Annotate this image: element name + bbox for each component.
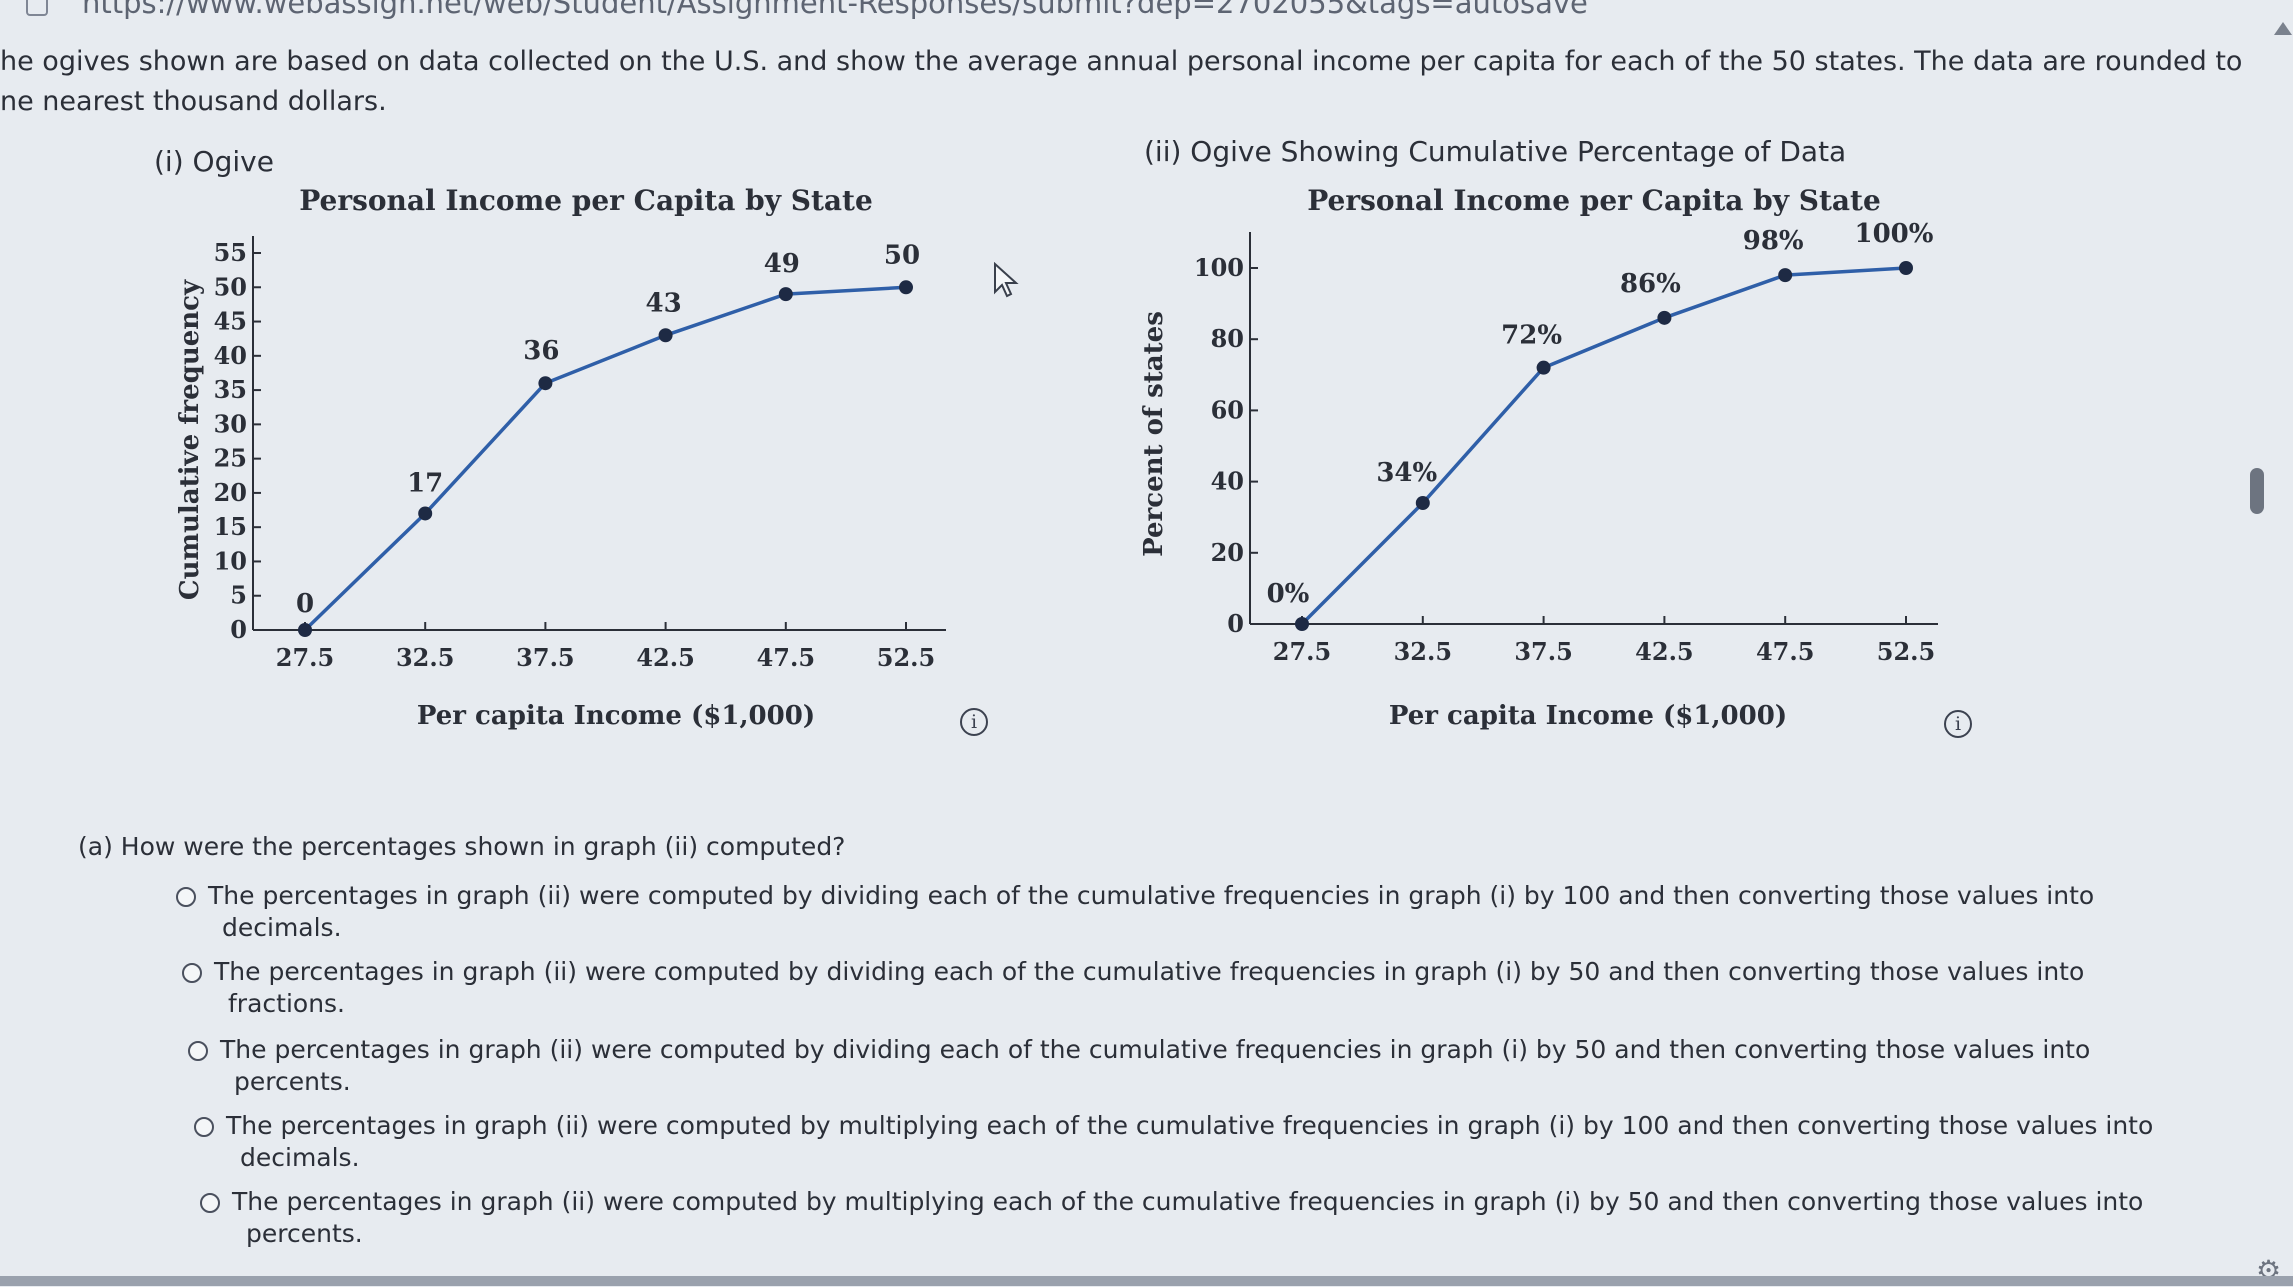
y-tick-label: 40 (214, 341, 247, 370)
graph-i-label: (i) Ogive (154, 145, 274, 178)
data-label: 49 (764, 249, 800, 279)
x-tick-label: 47.5 (757, 643, 815, 672)
x-tick-label: 27.5 (1273, 637, 1331, 666)
option-text-line2: percents. (234, 1067, 351, 1096)
y-tick-label: 35 (214, 375, 247, 404)
data-point (418, 506, 433, 521)
data-point (1536, 360, 1551, 375)
option-text-line2: fractions. (228, 989, 346, 1018)
data-point (538, 376, 553, 391)
radio-button[interactable] (182, 963, 202, 983)
bottom-edge (0, 1276, 2293, 1286)
data-point (778, 287, 793, 302)
info-icon[interactable]: i (1944, 710, 1972, 738)
radio-button[interactable] (188, 1041, 208, 1061)
answer-option-2[interactable]: The percentages in graph (ii) were compu… (182, 956, 2085, 1020)
data-point (899, 280, 913, 295)
y-tick-label: 45 (214, 307, 247, 336)
page-icon (26, 0, 48, 16)
info-icon[interactable]: i (960, 708, 988, 736)
question-a: (a) How were the percentages shown in gr… (78, 832, 846, 861)
option-text-line1: The percentages in graph (ii) were compu… (220, 1035, 2091, 1064)
x-tick-label: 52.5 (877, 643, 935, 672)
y-tick-label: 25 (214, 444, 247, 473)
answer-option-5[interactable]: The percentages in graph (ii) were compu… (200, 1186, 2144, 1250)
graph-ii-label: (ii) Ogive Showing Cumulative Percentage… (1144, 135, 1847, 168)
x-axis-label: Per capita Income ($1,000) (1389, 701, 1787, 731)
x-axis-label: Per capita Income ($1,000) (417, 701, 815, 731)
answer-option-4[interactable]: The percentages in graph (ii) were compu… (194, 1110, 2154, 1174)
y-tick-label: 80 (1211, 324, 1244, 353)
x-tick-label: 37.5 (1514, 637, 1572, 666)
browser-url-bar[interactable]: https://www.webassign.net/web/Student/As… (0, 0, 2293, 22)
data-point (1295, 617, 1309, 631)
url-text[interactable]: https://www.webassign.net/web/Student/As… (82, 0, 1588, 20)
scrollbar-thumb[interactable] (2250, 468, 2264, 514)
y-axis-label: Percent of states (1139, 311, 1169, 557)
x-tick-label: 47.5 (1756, 637, 1814, 666)
intro-line-1: he ogives shown are based on data collec… (0, 46, 2243, 77)
data-label: 50 (884, 240, 920, 270)
data-label: 98% (1743, 226, 1804, 256)
x-tick-label: 42.5 (636, 643, 694, 672)
x-tick-label: 32.5 (1394, 637, 1452, 666)
data-label: 43 (646, 288, 682, 318)
y-tick-label: 15 (214, 512, 247, 541)
data-point (1778, 268, 1793, 283)
data-label: 17 (407, 468, 443, 498)
y-axis-label: Cumulative frequency (175, 279, 205, 600)
answer-option-1[interactable]: The percentages in graph (ii) were compu… (176, 880, 2095, 944)
option-text-line2: decimals. (222, 913, 342, 942)
series-line (1300, 266, 1907, 626)
option-text-line1: The percentages in graph (ii) were compu… (208, 881, 2095, 910)
radio-button[interactable] (200, 1193, 220, 1213)
data-point (298, 623, 312, 637)
option-text-line1: The percentages in graph (ii) were compu… (226, 1111, 2154, 1140)
radio-button[interactable] (194, 1117, 214, 1137)
y-tick-label: 0 (230, 615, 247, 644)
y-tick-label: 100 (1194, 253, 1244, 282)
data-label: 34% (1376, 458, 1437, 488)
y-tick-label: 10 (214, 546, 247, 575)
x-tick-label: 32.5 (396, 643, 454, 672)
data-label: 86% (1620, 269, 1681, 299)
data-label: 0% (1267, 579, 1310, 609)
y-tick-label: 40 (1211, 467, 1244, 496)
data-label: 36 (523, 336, 559, 366)
intro-paragraph: he ogives shown are based on data collec… (0, 42, 2242, 122)
option-text-line1: The percentages in graph (ii) were compu… (214, 957, 2085, 986)
option-text-line2: percents. (246, 1219, 363, 1248)
x-tick-label: 42.5 (1635, 637, 1693, 666)
data-point (1899, 261, 1913, 275)
y-tick-label: 60 (1211, 395, 1244, 424)
y-tick-label: 55 (214, 238, 247, 267)
series-line (303, 285, 907, 632)
chart-title: Personal Income per Capita by State (299, 184, 873, 217)
y-tick-label: 20 (214, 478, 247, 507)
data-label: 72% (1501, 321, 1562, 351)
scroll-up-arrow-icon[interactable] (2274, 22, 2292, 35)
intro-line-2: ne nearest thousand dollars. (0, 86, 387, 117)
data-point (1415, 495, 1430, 510)
y-tick-label: 50 (214, 272, 247, 301)
answer-option-3[interactable]: The percentages in graph (ii) were compu… (188, 1034, 2091, 1098)
option-text-line1: The percentages in graph (ii) were compu… (232, 1187, 2144, 1216)
y-tick-label: 30 (214, 409, 247, 438)
data-point (658, 328, 673, 343)
y-tick-label: 20 (1211, 538, 1244, 567)
data-label: 0 (296, 589, 314, 619)
x-tick-label: 27.5 (276, 643, 334, 672)
ogive-chart: Personal Income per Capita by State Cumu… (175, 184, 946, 731)
y-tick-label: 0 (1227, 609, 1244, 638)
x-tick-label: 52.5 (1877, 637, 1935, 666)
y-tick-label: 5 (230, 581, 247, 610)
radio-button[interactable] (176, 887, 196, 907)
x-tick-label: 37.5 (516, 643, 574, 672)
option-text-line2: decimals. (240, 1143, 360, 1172)
data-label: 100% (1855, 219, 1934, 249)
chart-title: Personal Income per Capita by State (1307, 184, 1881, 217)
mouse-pointer-icon (994, 262, 1019, 298)
data-point (1657, 310, 1672, 325)
cumulative-percentage-ogive-chart: Personal Income per Capita by State Perc… (1139, 184, 1938, 731)
